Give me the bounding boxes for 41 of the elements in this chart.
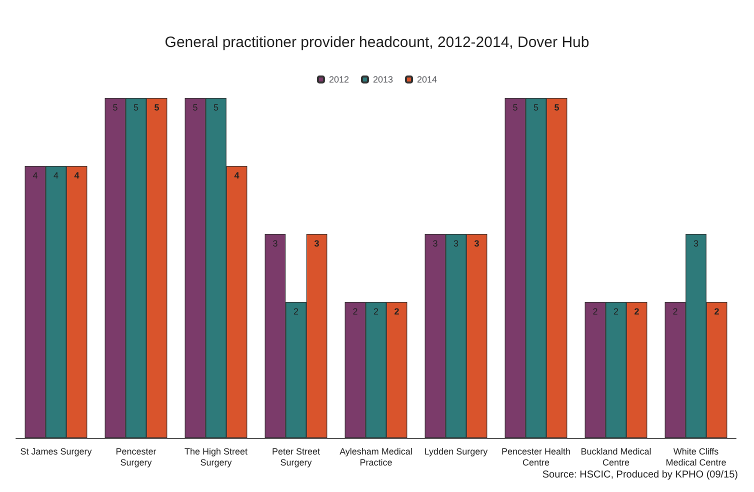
data-label: 3 [272,238,278,248]
data-label: 4 [234,170,240,180]
data-label: 5 [554,102,560,112]
legend-label: 2012 [328,74,349,84]
chart-title: General practitioner provider headcount, 2012-2014, Dover Hub [164,34,590,51]
data-label: 2 [592,306,598,316]
data-label: 4 [74,170,80,180]
data-label: 3 [314,238,320,248]
data-label: 2 [394,306,400,316]
data-label: 5 [192,102,198,112]
legend-label: 2014 [417,74,438,84]
x-tick-label: White Cliffs Medical Centre [666,446,726,468]
data-label: 2 [634,306,640,316]
data-label: 2 [672,306,678,316]
x-tick-label: Buckland Medical Centre [580,446,652,468]
x-tick-label: Lydden Surgery [424,446,488,456]
x-tick-label: Pencester Health Centre [501,446,571,468]
data-label: 3 [693,238,699,248]
data-label: 5 [533,102,539,112]
data-label: 2 [714,306,720,316]
data-label: 2 [613,306,619,316]
x-tick-label: The High Street Surgery [184,446,248,468]
data-label: 2 [373,306,379,316]
x-tick-label: Peter Street Surgery [272,446,321,468]
x-tick-label: Aylesham Medical Practice [340,446,412,468]
x-tick-label: St James Surgery [20,446,92,456]
x-tick-label: Pencester Surgery [116,446,156,468]
data-label: 5 [512,102,518,112]
data-label: 5 [133,102,139,112]
data-label: 5 [213,102,219,112]
data-label: 3 [474,238,480,248]
data-label: 3 [453,238,459,248]
data-label: 2 [352,306,358,316]
data-label: 4 [53,170,59,180]
data-label: 5 [154,102,160,112]
data-label: 3 [432,238,438,248]
legend-label: 2013 [372,74,394,84]
source-note: Source: HSCIC, Produced by KPHO (09/15) [542,470,738,480]
data-label: 4 [32,170,38,180]
data-label: 2 [293,306,299,316]
data-label: 5 [112,102,118,112]
